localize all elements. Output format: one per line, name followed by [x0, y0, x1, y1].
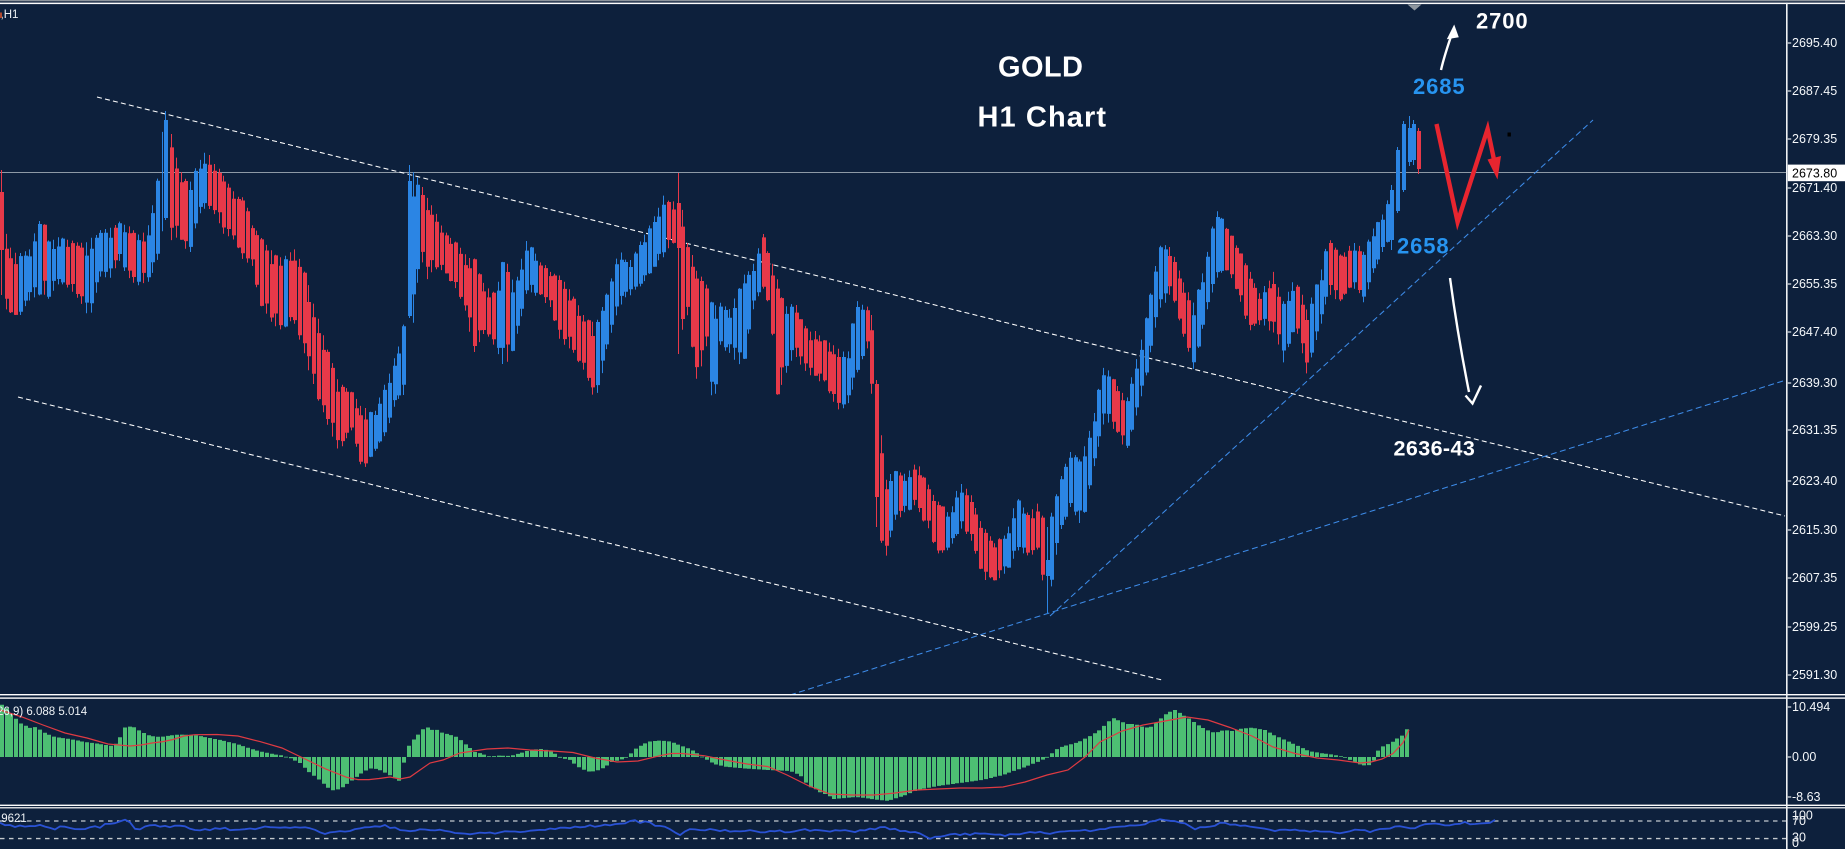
svg-text:30: 30 [1792, 831, 1806, 845]
svg-text:.9621: .9621 [0, 813, 27, 825]
svg-text:2671.40: 2671.40 [1792, 181, 1837, 195]
svg-text:2647.40: 2647.40 [1792, 325, 1837, 339]
svg-text:26,9) 6.088 5.014: 26,9) 6.088 5.014 [0, 706, 88, 718]
svg-text:0.00: 0.00 [1792, 750, 1816, 764]
svg-text:2636-43: 2636-43 [1394, 437, 1476, 461]
svg-text:2658: 2658 [1397, 234, 1450, 259]
svg-text:2607.35: 2607.35 [1792, 571, 1837, 585]
svg-text:2679.35: 2679.35 [1792, 132, 1837, 146]
svg-text:0: 0 [1792, 836, 1799, 849]
svg-text:70: 70 [1792, 814, 1806, 828]
svg-text:2687.45: 2687.45 [1792, 84, 1837, 98]
svg-text:2685: 2685 [1413, 74, 1466, 99]
svg-text:2591.30: 2591.30 [1792, 668, 1837, 682]
svg-text:2673.80: 2673.80 [1792, 166, 1837, 180]
svg-text:2700: 2700 [1476, 9, 1529, 34]
svg-text:2599.25: 2599.25 [1792, 620, 1837, 634]
svg-text:2615.30: 2615.30 [1792, 523, 1837, 537]
svg-text:2639.30: 2639.30 [1792, 376, 1837, 390]
svg-text:2623.40: 2623.40 [1792, 474, 1837, 488]
svg-text:,H1: ,H1 [1, 9, 19, 21]
svg-text:10.494: 10.494 [1792, 700, 1830, 714]
svg-text:2663.30: 2663.30 [1792, 229, 1837, 243]
svg-text:H1 Chart: H1 Chart [978, 102, 1108, 134]
svg-text:2631.35: 2631.35 [1792, 423, 1837, 437]
svg-text:100: 100 [1792, 809, 1813, 823]
svg-text:-8.63: -8.63 [1792, 790, 1821, 804]
svg-text:2695.40: 2695.40 [1792, 36, 1837, 50]
svg-text:GOLD: GOLD [998, 52, 1083, 84]
svg-text:2655.35: 2655.35 [1792, 277, 1837, 291]
